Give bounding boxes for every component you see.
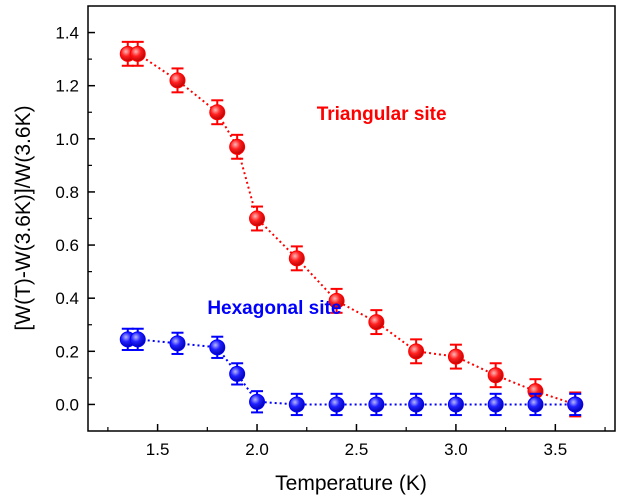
data-marker: [169, 72, 186, 89]
data-marker: [288, 250, 305, 267]
x-axis-ticks: 1.5 2.0 2.5 3.0 3.5: [107, 424, 606, 459]
series-0-point: [368, 309, 385, 336]
y-tick-label: 0.2: [55, 342, 79, 361]
x-tick-label: 3.0: [444, 440, 468, 459]
data-marker: [249, 210, 266, 227]
data-marker: [249, 393, 266, 410]
y-tick-label: 0.0: [55, 395, 79, 414]
series-1-point: [209, 335, 226, 359]
y-tick-label: 0.6: [55, 236, 79, 255]
annotation-hexagonal-site: Hexagonal site: [207, 298, 341, 319]
series-0-point: [229, 133, 246, 160]
annotation-triangular-site: Triangular site: [317, 104, 447, 125]
series-layer: [119, 40, 584, 418]
series-1-point: [368, 392, 385, 417]
series-1-point: [169, 331, 186, 355]
series-0-point: [328, 287, 345, 314]
x-axis-title: Temperature (K): [275, 472, 427, 495]
data-marker: [328, 292, 345, 309]
series-1-point: [129, 327, 146, 351]
y-tick-label: 1.2: [55, 77, 79, 96]
data-marker: [567, 396, 584, 413]
x-tick-label: 3.5: [544, 440, 568, 459]
series-0-point: [169, 67, 186, 94]
data-marker: [229, 138, 246, 155]
series-1-point: [328, 392, 345, 417]
y-axis-title: [W(T)-W(3.6K)]/W(3.6K): [12, 105, 35, 330]
y-tick-label: 1.0: [55, 130, 79, 149]
data-marker: [527, 396, 544, 413]
series-1-point: [288, 392, 305, 417]
data-marker: [129, 45, 146, 62]
data-marker: [288, 396, 305, 413]
series-0-point: [249, 205, 266, 232]
series-1-line: [127, 338, 576, 406]
series-1-point: [249, 390, 266, 414]
series-1-point: [567, 392, 584, 417]
series-0-line: [127, 52, 576, 406]
series-0-point: [447, 343, 464, 370]
series-0-point: [487, 362, 504, 389]
series-1-point: [487, 392, 504, 417]
x-tick-label: 1.5: [146, 440, 170, 459]
series-1-point: [229, 362, 246, 386]
y-tick-label: 0.4: [55, 289, 79, 308]
series-1-point: [447, 392, 464, 417]
series-0-point: [288, 245, 305, 272]
data-marker: [169, 335, 186, 352]
data-marker: [229, 365, 246, 382]
series-0-point: [209, 99, 226, 126]
data-marker: [487, 367, 504, 384]
plot-frame: [87, 5, 616, 432]
data-marker: [129, 331, 146, 348]
data-marker: [368, 314, 385, 331]
data-marker: [447, 396, 464, 413]
series-0-point: [129, 40, 146, 67]
data-marker: [209, 104, 226, 121]
series-0-point: [408, 338, 425, 365]
data-marker: [408, 396, 425, 413]
y-axis-ticks: 0.0 0.2 0.4 0.6 0.8 1.0 1.2 1.4: [55, 24, 95, 414]
data-marker: [368, 396, 385, 413]
data-marker: [328, 396, 345, 413]
y-tick-label: 1.4: [55, 24, 79, 43]
data-marker: [447, 348, 464, 365]
data-marker: [487, 396, 504, 413]
series-1-point: [527, 392, 544, 417]
x-tick-label: 2.5: [345, 440, 369, 459]
y-tick-label: 0.8: [55, 183, 79, 202]
data-marker: [209, 339, 226, 356]
series-1-point: [408, 392, 425, 417]
data-marker: [408, 343, 425, 360]
x-tick-label: 2.0: [245, 440, 269, 459]
